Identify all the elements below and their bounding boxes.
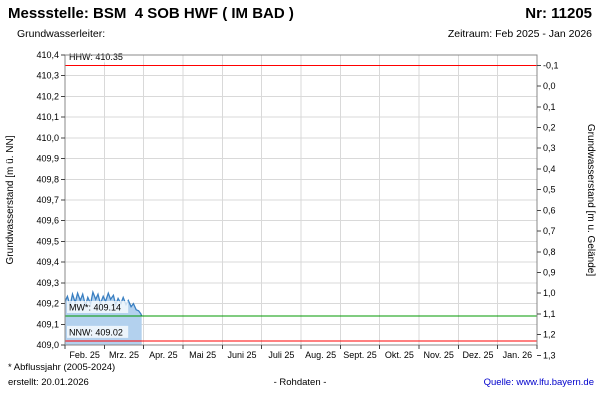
svg-text:Feb. 25: Feb. 25: [69, 350, 100, 360]
y-right-tick-labels: -0,1 0,0 0,1 0,2 0,3 0,4 0,5 0,6 0,7 0,8 0,9 1,0 1,1…: [543, 60, 559, 360]
svg-text:0,3: 0,3: [543, 143, 556, 153]
svg-text:0,8: 0,8: [543, 247, 556, 257]
created-date: erstellt: 20.01.2026: [8, 377, 89, 388]
period-label: Zeitraum: Feb 2025 - Jan 2026: [447, 28, 592, 40]
nnw-label: NNW: 409.02: [69, 327, 123, 337]
svg-text:410,0: 410,0: [36, 133, 59, 143]
svg-text:409,1: 409,1: [36, 319, 59, 329]
station-title: Messstelle: BSM 4 SOB HWF ( IM BAD ): [8, 5, 294, 22]
nnw-label-bg: [67, 325, 129, 338]
svg-text:0,0: 0,0: [543, 81, 556, 91]
svg-text:409,2: 409,2: [36, 299, 59, 309]
aquifer-label: Grundwasserleiter:: [17, 28, 106, 40]
footnote: * Abflussjahr (2005-2024): [8, 362, 116, 373]
svg-text:0,2: 0,2: [543, 123, 556, 133]
svg-text:Jan. 26: Jan. 26: [503, 350, 533, 360]
svg-text:Dez. 25: Dez. 25: [462, 350, 493, 360]
svg-text:Juli 25: Juli 25: [268, 350, 294, 360]
svg-text:409,0: 409,0: [36, 340, 59, 350]
svg-text:Apr. 25: Apr. 25: [149, 350, 178, 360]
svg-text:410,4: 410,4: [36, 50, 59, 60]
svg-text:Aug. 25: Aug. 25: [305, 350, 336, 360]
svg-text:409,8: 409,8: [36, 174, 59, 184]
svg-text:409,6: 409,6: [36, 216, 59, 226]
svg-text:Juni 25: Juni 25: [227, 350, 256, 360]
y-right-tick-marks: [537, 64, 541, 356]
source-label: Quelle:: [483, 377, 514, 388]
mw-label: MW*: 409.14: [69, 303, 121, 313]
station-number: Nr: 11205: [525, 5, 592, 22]
svg-text:0,6: 0,6: [543, 205, 556, 215]
svg-text:409,9: 409,9: [36, 154, 59, 164]
svg-text:409,3: 409,3: [36, 278, 59, 288]
source-link[interactable]: www.lfu.bayern.de: [516, 377, 594, 388]
series-line: [64, 289, 143, 317]
svg-text:Mai 25: Mai 25: [189, 350, 216, 360]
svg-text:-0,1: -0,1: [543, 60, 559, 70]
svg-text:409,5: 409,5: [36, 236, 59, 246]
x-tick-marks: [64, 345, 538, 349]
hhw-label-bg: [67, 50, 129, 63]
svg-text:1,3: 1,3: [543, 350, 556, 360]
svg-text:410,2: 410,2: [36, 91, 59, 101]
svg-text:0,9: 0,9: [543, 268, 556, 278]
svg-text:0,7: 0,7: [543, 226, 556, 236]
x-tick-labels: Feb. 25 Mrz. 25 Apr. 25 Mai 25 Juni 25 Juli 2…: [69, 350, 532, 360]
y-axis-right-title: Grundwasserstand [m u. Gelände]: [585, 124, 596, 277]
svg-text:Mrz. 25: Mrz. 25: [109, 350, 139, 360]
y-left-tick-marks: [61, 54, 65, 346]
svg-text:Okt. 25: Okt. 25: [385, 350, 414, 360]
svg-text:409,7: 409,7: [36, 195, 59, 205]
y-left-tick-labels: 410,4 410,3 410,2 410,1 410,0 409,9 409,8 409,7…: [36, 50, 59, 350]
svg-text:1,2: 1,2: [543, 330, 556, 340]
svg-text:0,1: 0,1: [543, 102, 556, 112]
svg-text:0,4: 0,4: [543, 164, 556, 174]
hhw-label: HHW: 410.35: [69, 52, 123, 62]
svg-text:1,0: 1,0: [543, 288, 556, 298]
svg-text:1,1: 1,1: [543, 309, 556, 319]
svg-text:410,3: 410,3: [36, 71, 59, 81]
svg-text:Sept. 25: Sept. 25: [343, 350, 377, 360]
svg-text:0,5: 0,5: [543, 185, 556, 195]
source: Quelle: www.lfu.bayern.de: [484, 377, 594, 388]
svg-text:410,1: 410,1: [36, 112, 59, 122]
data-type-label: - Rohdaten -: [273, 377, 327, 388]
y-axis-left-title: Grundwasserstand [m ü. NN]: [5, 135, 16, 264]
svg-text:Nov. 25: Nov. 25: [423, 350, 453, 360]
mw-label-bg: [67, 301, 129, 313]
svg-text:409,4: 409,4: [36, 257, 59, 267]
